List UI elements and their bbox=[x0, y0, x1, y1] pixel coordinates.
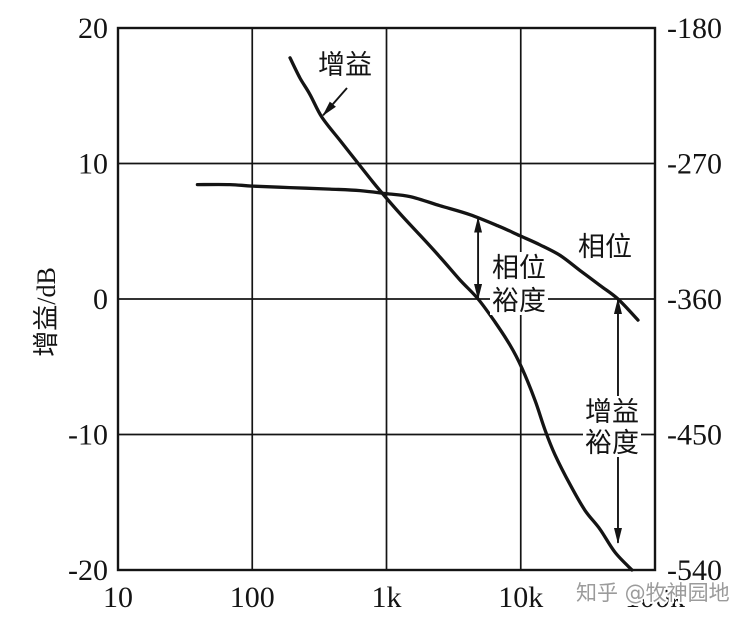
x-tick-label: 100 bbox=[230, 581, 275, 614]
y-tick-label-right: -450 bbox=[667, 419, 722, 452]
y-tick-label-right: -270 bbox=[667, 148, 722, 181]
series-lines bbox=[195, 56, 640, 572]
phase-curve bbox=[195, 182, 640, 322]
gain-label-arrow bbox=[322, 87, 348, 117]
grid bbox=[116, 26, 657, 572]
gain-curve bbox=[288, 56, 634, 572]
gain-margin-label-background bbox=[583, 396, 641, 457]
plot-frame bbox=[116, 26, 657, 572]
x-tick-label: 10 bbox=[103, 581, 133, 614]
gain-margin-label-line: 增益 bbox=[585, 397, 639, 427]
phase-margin-label-background bbox=[490, 252, 548, 315]
gain-curve-label: 增益 bbox=[318, 50, 372, 80]
y-tick-label-left: 10 bbox=[78, 148, 108, 181]
x-tick-label: 100k bbox=[625, 581, 685, 614]
axis-labels: 10 100 1k 10k 100k20100-10-20-180-270-360-45… bbox=[32, 12, 722, 614]
y-tick-label-right: -540 bbox=[667, 554, 722, 587]
phase-curve-label: 相位 bbox=[578, 232, 632, 262]
y-axis-label: 增益/dB bbox=[32, 267, 61, 357]
y-tick-label-right: -360 bbox=[667, 283, 722, 316]
gain-margin-label-line: 裕度 bbox=[585, 428, 639, 458]
x-tick-label: 1k bbox=[372, 581, 402, 614]
x-tick-label: 10k bbox=[498, 581, 543, 614]
y-tick-label-left: -10 bbox=[68, 419, 108, 452]
phase-margin-label-line: 相位 bbox=[492, 253, 546, 283]
y-tick-label-left: 20 bbox=[78, 12, 108, 45]
phase-margin-label-line: 裕度 bbox=[492, 286, 546, 316]
watermark: 知乎 @牧神园地 bbox=[576, 581, 730, 605]
y-tick-label-right: -180 bbox=[667, 12, 722, 45]
y-tick-label-left: -20 bbox=[68, 554, 108, 587]
y-tick-label-left: 0 bbox=[93, 283, 108, 316]
